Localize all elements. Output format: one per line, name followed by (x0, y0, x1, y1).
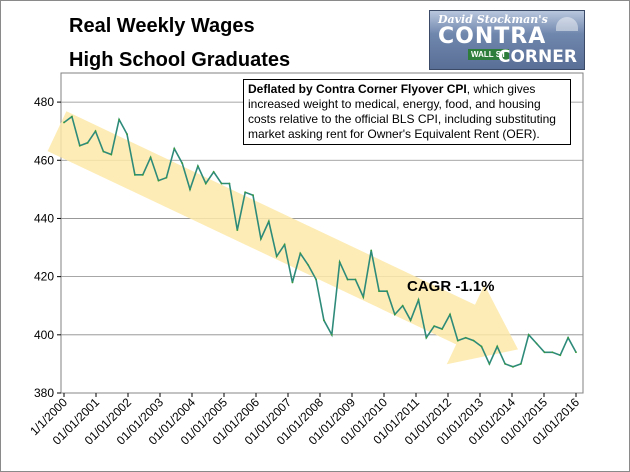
data-point (551, 351, 554, 354)
data-point (496, 345, 499, 348)
data-point (417, 299, 420, 301)
note-textbox: Deflated by Contra Corner Flyover CPI, w… (243, 79, 571, 145)
data-point (315, 278, 317, 281)
chart-title: Real Weekly Wages (69, 15, 255, 37)
data-point (78, 144, 81, 147)
data-point (512, 365, 514, 368)
data-point (102, 150, 105, 153)
data-point (559, 354, 562, 357)
data-point (275, 255, 278, 258)
logo-word-contra: CONTRA (438, 24, 547, 49)
data-point (212, 171, 215, 173)
data-point (110, 153, 113, 156)
data-point (409, 319, 412, 322)
y-tick-label: 420 (34, 270, 54, 284)
logo-author: David Stockman's (438, 13, 548, 26)
y-tick-label: 400 (34, 328, 54, 342)
data-point (456, 339, 459, 342)
data-point (228, 182, 231, 185)
chart-subtitle: High School Graduates (69, 49, 291, 71)
data-point (165, 176, 168, 179)
data-point (378, 290, 380, 293)
data-point (267, 220, 270, 223)
logo-word-corner: CORNER (498, 47, 577, 67)
data-point (133, 173, 136, 176)
note-body-text: , which gives increased weight to medica… (248, 82, 556, 141)
data-point (504, 363, 507, 365)
data-point (338, 261, 341, 263)
data-point (464, 336, 467, 339)
data-point (330, 333, 333, 336)
data-point (260, 237, 262, 240)
data-point (519, 363, 522, 365)
cagr-annotation: CAGR -1.1% (407, 278, 495, 295)
data-point (244, 191, 247, 194)
contra-corner-logo: David Stockman's CONTRA WALL ST CORNER (429, 10, 585, 70)
data-point (189, 188, 191, 191)
data-point (197, 165, 199, 167)
data-point (401, 304, 404, 307)
data-point (567, 336, 570, 339)
data-point (149, 156, 152, 159)
data-point (220, 182, 223, 185)
data-point (575, 351, 577, 354)
data-point (63, 121, 65, 124)
data-point (141, 173, 144, 176)
data-point (480, 345, 483, 348)
y-tick-label: 480 (34, 95, 54, 109)
street-sign-icon: WALL ST (468, 49, 509, 60)
data-point (543, 351, 546, 354)
data-point (362, 296, 365, 298)
note-bold-text: Deflated by Contra Corner Flyover CPI (248, 82, 467, 96)
data-point (252, 194, 254, 197)
data-point (181, 162, 184, 165)
data-point (433, 325, 436, 327)
data-point (472, 339, 475, 342)
data-point (425, 336, 428, 339)
data-point (157, 179, 160, 182)
data-point (307, 264, 310, 266)
data-point (323, 319, 325, 322)
y-tick-label: 460 (34, 153, 54, 167)
data-point (535, 342, 538, 345)
data-point (386, 290, 388, 293)
data-point (291, 281, 294, 284)
data-point (354, 278, 357, 281)
data-point (86, 141, 89, 144)
data-point (126, 133, 128, 135)
data-point (204, 182, 207, 185)
data-point (488, 363, 491, 365)
data-point (393, 313, 396, 316)
data-point (441, 328, 443, 330)
trend-arrow (47, 111, 518, 365)
data-point (283, 243, 286, 246)
data-point (527, 333, 530, 336)
data-point (94, 130, 97, 133)
data-point (299, 252, 302, 255)
capitol-dome-icon (556, 17, 578, 31)
data-point (346, 278, 349, 281)
data-point (236, 229, 239, 231)
y-tick-label: 440 (34, 211, 54, 225)
data-point (173, 147, 176, 150)
wage-series-line (63, 115, 577, 368)
y-tick-label: 380 (34, 386, 54, 400)
data-point (70, 115, 73, 118)
data-point (118, 118, 121, 121)
data-point (449, 313, 451, 316)
data-point (370, 249, 373, 252)
